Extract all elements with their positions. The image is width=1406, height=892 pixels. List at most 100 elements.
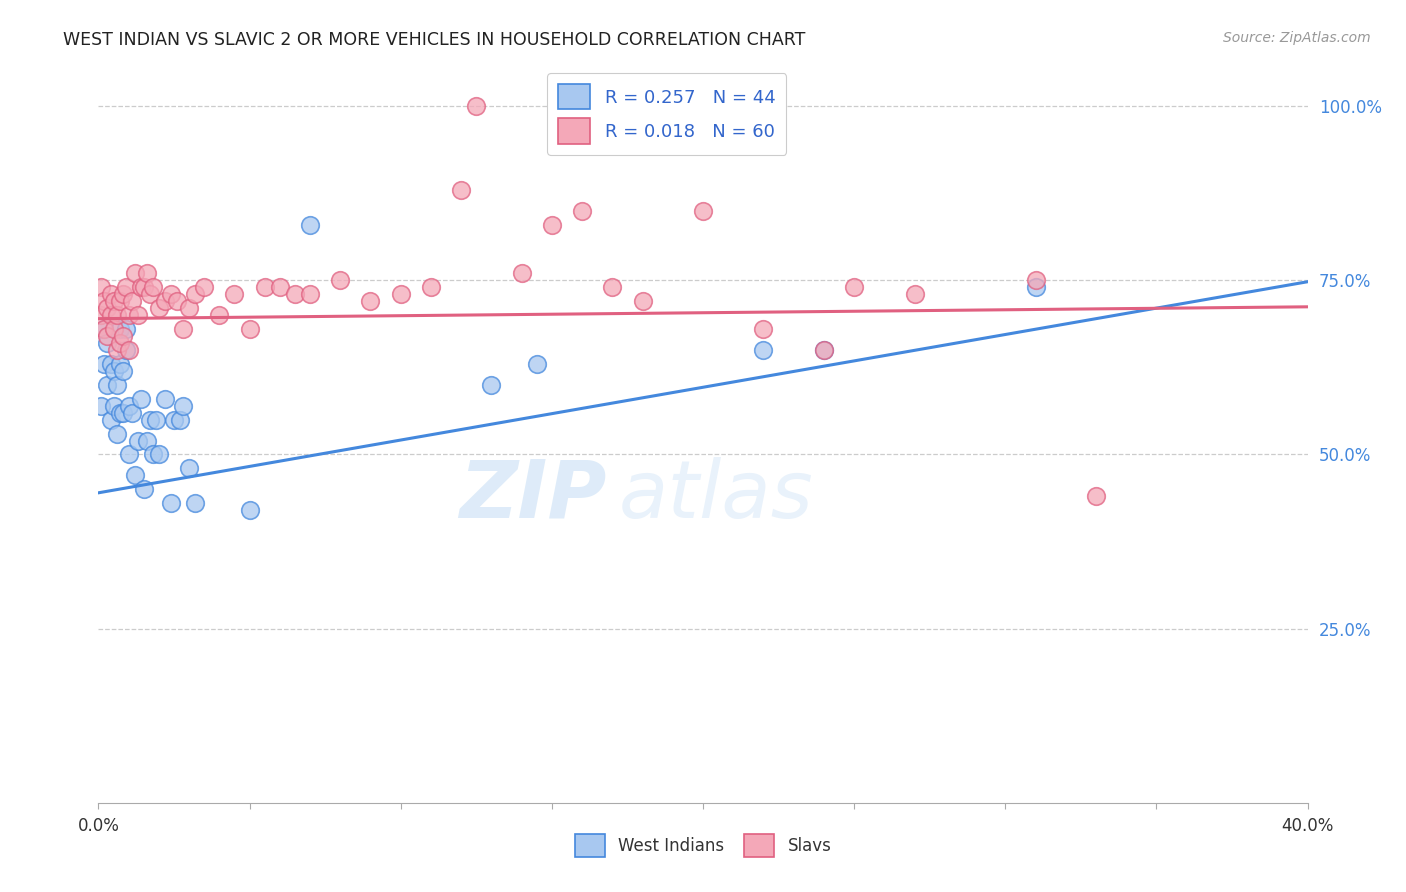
Point [118, 448, 141, 462]
Point [114, 322, 136, 336]
Point [100, 412, 122, 426]
Point [172, 399, 194, 413]
Point [510, 266, 533, 280]
Point [239, 503, 262, 517]
Point [813, 343, 835, 357]
Point [111, 364, 134, 378]
Point [105, 308, 128, 322]
Point [208, 308, 231, 322]
Point [93, 294, 115, 309]
Point [166, 294, 188, 309]
Text: WEST INDIAN VS SLAVIC 2 OR MORE VEHICLES IN HOUSEHOLD CORRELATION CHART: WEST INDIAN VS SLAVIC 2 OR MORE VEHICLES… [63, 31, 806, 49]
Point [148, 301, 170, 316]
Point [284, 287, 307, 301]
Point [571, 203, 593, 218]
Point [118, 343, 141, 357]
Point [299, 287, 322, 301]
Point [100, 308, 122, 322]
Point [96, 301, 118, 316]
Point [90, 280, 112, 294]
Legend: West Indians, Slavs: West Indians, Slavs [568, 827, 838, 864]
Point [124, 266, 146, 280]
Point [142, 280, 165, 294]
Point [100, 287, 122, 301]
Point [844, 280, 866, 294]
Point [108, 294, 131, 309]
Point [329, 273, 352, 287]
Point [90, 399, 112, 413]
Point [179, 301, 201, 316]
Point [139, 412, 162, 426]
Point [103, 399, 125, 413]
Point [111, 406, 134, 420]
Point [93, 322, 115, 336]
Point [172, 322, 194, 336]
Point [100, 357, 122, 371]
Point [253, 280, 276, 294]
Point [111, 329, 134, 343]
Point [132, 280, 155, 294]
Point [526, 357, 548, 371]
Text: Source: ZipAtlas.com: Source: ZipAtlas.com [1223, 31, 1371, 45]
Point [465, 99, 488, 113]
Point [169, 412, 191, 426]
Point [105, 343, 128, 357]
Point [752, 343, 775, 357]
Point [114, 343, 136, 357]
Point [132, 483, 155, 497]
Point [135, 434, 157, 448]
Point [93, 357, 115, 371]
Point [420, 280, 443, 294]
Point [108, 322, 131, 336]
Point [129, 392, 152, 406]
Point [121, 406, 143, 420]
Point [103, 294, 125, 309]
Point [1024, 280, 1046, 294]
Point [179, 461, 201, 475]
Point [114, 280, 136, 294]
Point [160, 496, 183, 510]
Point [105, 377, 128, 392]
Point [163, 412, 186, 426]
Point [184, 287, 207, 301]
Point [692, 203, 714, 218]
Point [389, 287, 412, 301]
Text: ZIP: ZIP [458, 457, 606, 534]
Point [752, 322, 775, 336]
Point [193, 280, 215, 294]
Point [224, 287, 246, 301]
Point [118, 399, 141, 413]
Point [90, 308, 112, 322]
Point [135, 266, 157, 280]
Point [103, 322, 125, 336]
Point [111, 287, 134, 301]
Point [108, 406, 131, 420]
Point [602, 280, 624, 294]
Point [153, 392, 176, 406]
Point [160, 287, 183, 301]
Point [96, 329, 118, 343]
Point [108, 336, 131, 351]
Point [269, 280, 291, 294]
Text: atlas: atlas [619, 457, 813, 534]
Point [96, 336, 118, 351]
Point [93, 322, 115, 336]
Point [1085, 489, 1108, 503]
Point [450, 183, 472, 197]
Point [540, 218, 562, 232]
Point [96, 377, 118, 392]
Point [118, 308, 141, 322]
Point [127, 434, 149, 448]
Point [124, 468, 146, 483]
Point [299, 218, 322, 232]
Point [121, 294, 143, 309]
Point [127, 308, 149, 322]
Point [129, 280, 152, 294]
Point [142, 448, 165, 462]
Point [631, 294, 654, 309]
Point [813, 343, 835, 357]
Point [103, 364, 125, 378]
Point [105, 426, 128, 441]
Point [148, 448, 170, 462]
Point [108, 357, 131, 371]
